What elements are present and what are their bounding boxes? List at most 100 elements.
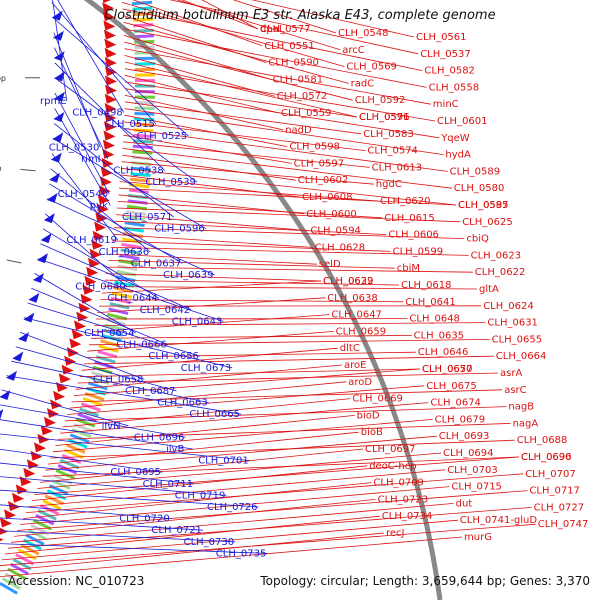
reverse-gene-label: CLH_0663 — [157, 398, 208, 409]
forward-gene-label: CLH_0600 — [306, 209, 357, 220]
forward-callout — [114, 220, 387, 235]
forward-gene-label: dut — [456, 498, 473, 509]
reverse-callout — [0, 448, 163, 473]
forward-gene-label: CLH_0537 — [420, 49, 471, 60]
reverse-gene-label: CLH_0701 — [198, 456, 249, 467]
forward-gene-arrow — [4, 509, 16, 520]
reverse-callout — [54, 92, 110, 194]
forward-callout — [39, 448, 364, 483]
forward-callout — [116, 207, 461, 223]
cog-band — [134, 34, 155, 39]
forward-gene-arrow — [105, 84, 117, 95]
forward-gene-arrow — [98, 185, 111, 196]
forward-callout — [7, 507, 532, 549]
forward-gene-arrow — [80, 293, 93, 304]
forward-callout — [77, 372, 499, 384]
forward-gene-label: CLH_0635 — [414, 330, 465, 341]
forward-gene-label: CLH_0709 — [373, 478, 424, 489]
forward-callout — [90, 335, 412, 339]
forward-callout — [75, 364, 343, 390]
reverse-callout — [51, 2, 157, 125]
forward-gene-arrow — [102, 0, 111, 3]
forward-gene-label: CLH_0694 — [443, 448, 494, 459]
kbp-label: 550 kbp — [0, 164, 2, 173]
reverse-gene-label: CLH_0719 — [175, 490, 226, 501]
forward-gene-label: CLH_0727 — [534, 502, 585, 513]
reverse-gene-label: CLH_0666 — [116, 340, 167, 351]
reverse-gene-label: ilvN — [102, 421, 121, 432]
forward-callout — [124, 74, 280, 114]
forward-gene-arrow — [69, 338, 82, 349]
cog-band — [63, 448, 84, 459]
reverse-callout — [0, 504, 171, 519]
forward-gene-label: selD — [319, 259, 341, 270]
forward-gene-label: asrA — [500, 368, 522, 379]
cog-band — [130, 172, 151, 177]
forward-callout — [122, 148, 452, 189]
forward-gene-labels: dpaL CLH_0548 CLH_0561 CLH_0577 arcC CLH_0537… — [260, 24, 588, 543]
forward-gene-label: CLH_0734 — [382, 511, 433, 522]
forward-gene-arrow — [86, 266, 99, 277]
forward-gene-arrow — [26, 459, 39, 470]
reverse-callout — [1, 389, 129, 427]
forward-callout — [122, 154, 296, 181]
forward-gene-label: asrC — [504, 385, 526, 396]
reverse-gene-label: CLH_0644 — [107, 293, 158, 304]
cog-band — [126, 210, 147, 216]
genome-title: Clostridium botulinum E3 str. Alaska E43… — [104, 8, 496, 23]
reverse-callout — [54, 77, 198, 183]
reverse-gene-arrow — [52, 30, 64, 41]
forward-gene-label: CLH_0647 — [331, 310, 382, 321]
forward-callout — [31, 465, 368, 501]
forward-callout — [124, 121, 366, 151]
forward-callout — [4, 515, 380, 555]
forward-callout — [101, 280, 322, 294]
cog-band — [112, 286, 134, 294]
reverse-callout — [54, 108, 111, 206]
forward-callout — [55, 415, 355, 446]
forward-gene-arrow — [82, 284, 95, 295]
forward-gene-label: CLH_0715 — [451, 482, 502, 493]
forward-callout — [121, 161, 374, 185]
reverse-callout — [54, 47, 109, 160]
reverse-gene-label: CLH_0735 — [216, 548, 267, 559]
forward-gene-label: CLH_0599 — [393, 246, 444, 257]
reverse-callout — [6, 375, 242, 415]
cog-band — [133, 139, 154, 144]
forward-callout — [94, 322, 486, 326]
cog-band — [125, 215, 146, 222]
forward-gene-arrow — [53, 390, 66, 401]
reverse-callout — [0, 489, 259, 508]
forward-gene-label: CLH_0595 — [458, 200, 509, 211]
reverse-callout — [52, 17, 189, 137]
reverse-gene-label: CLH_0498 — [72, 108, 123, 119]
forward-callout — [123, 35, 271, 80]
forward-gene-label: CLH_0623 — [471, 250, 522, 261]
cog-band — [124, 221, 145, 227]
reverse-gene-arrow — [51, 10, 63, 21]
forward-gene-label: CLH_0697 — [365, 444, 416, 455]
forward-callout — [123, 134, 292, 164]
reverse-gene-label: CLH_0687 — [125, 386, 176, 397]
cog-band — [91, 371, 112, 380]
forward-gene-label: CLH_0613 — [372, 162, 423, 173]
forward-gene-arrow — [103, 130, 116, 141]
forward-gene-label: CLH_0574 — [367, 146, 418, 157]
forward-gene-arrow — [0, 517, 12, 528]
forward-callout — [123, 128, 448, 172]
reverse-gene-label: CLH_0656 — [148, 351, 199, 362]
forward-gene-arrow — [91, 239, 104, 250]
reverse-gene-label: CLH_0571 — [122, 212, 173, 223]
forward-gene-label: CLH_0747 — [538, 519, 589, 530]
forward-callout — [121, 167, 457, 206]
forward-gene-label: CLH_0629 — [323, 276, 374, 287]
cog-band — [32, 519, 53, 531]
forward-gene-label: CLH_0577 — [260, 24, 311, 35]
kbp-label: 500 kbp — [0, 74, 6, 83]
forward-gene-label: CLH_0558 — [429, 82, 480, 93]
forward-callout — [124, 81, 358, 118]
forward-callout — [122, 8, 423, 71]
forward-gene-label: CLH_0594 — [310, 226, 361, 237]
forward-gene-label: CLH_0670 — [422, 364, 473, 375]
genome-backbone — [83, 0, 443, 600]
